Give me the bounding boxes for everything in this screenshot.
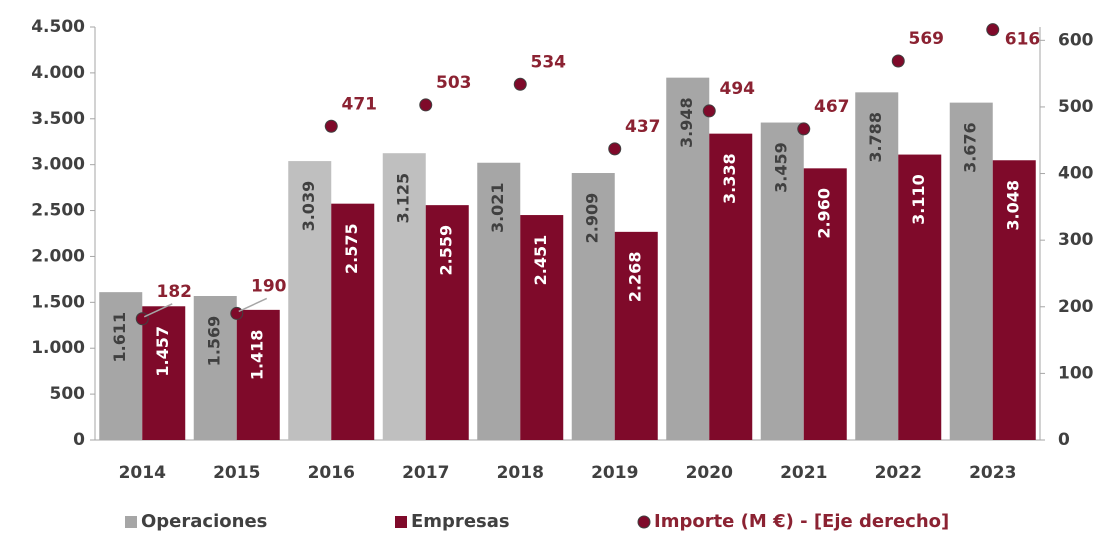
bar <box>382 153 426 440</box>
point-value-label: 467 <box>814 97 850 117</box>
point-value-label: 569 <box>909 29 945 49</box>
bar-value-label: 3.676 <box>961 122 980 173</box>
point-value-label: 494 <box>720 79 756 99</box>
point <box>230 306 244 320</box>
legend-label: Importe (M €) - [Eje derecho] <box>654 511 949 532</box>
y-tick-label: 0 <box>73 430 85 450</box>
point <box>891 54 905 68</box>
y-tick-label: 1.500 <box>31 292 85 312</box>
bar <box>236 309 280 440</box>
bar <box>898 154 942 440</box>
point <box>135 312 149 326</box>
bar <box>425 205 469 440</box>
bar-value-label: 2.268 <box>626 252 645 303</box>
bar <box>760 122 804 441</box>
bar-value-label: 3.788 <box>866 112 885 163</box>
x-tick-label: 2021 <box>780 463 827 483</box>
bar <box>520 215 564 440</box>
bar-value-label: 2.909 <box>583 193 602 244</box>
point <box>797 122 811 136</box>
bar-value-label: 1.457 <box>153 326 172 377</box>
point <box>324 119 338 133</box>
bar-value-label: 3.125 <box>394 173 413 224</box>
y2-tick-label: 100 <box>1058 363 1094 383</box>
point <box>608 142 622 156</box>
bar <box>193 296 237 440</box>
bar-value-label: 2.559 <box>437 225 456 276</box>
bar <box>803 168 847 441</box>
y2-tick-label: 500 <box>1058 97 1094 117</box>
x-tick-label: 2020 <box>686 463 733 483</box>
bar-value-label: 3.048 <box>1004 180 1023 231</box>
bar-value-label: 1.418 <box>248 330 267 381</box>
x-tick-label: 2019 <box>591 463 638 483</box>
x-tick-label: 2016 <box>308 463 355 483</box>
y-tick-label: 2.500 <box>31 201 85 221</box>
legend-marker <box>637 515 651 529</box>
point-value-label: 471 <box>342 94 378 114</box>
x-tick-label: 2014 <box>119 463 166 483</box>
x-tick-label: 2015 <box>213 463 260 483</box>
legend-marker <box>395 516 407 528</box>
y-tick-label: 500 <box>50 384 86 404</box>
bar <box>331 203 375 440</box>
bar-value-label: 3.459 <box>772 142 791 193</box>
y2-tick-label: 400 <box>1058 164 1094 184</box>
bar <box>571 173 615 441</box>
y-tick-label: 3.000 <box>31 155 85 175</box>
bar <box>477 162 521 441</box>
y-tick-label: 3.500 <box>31 109 85 129</box>
y2-tick-label: 0 <box>1058 430 1070 450</box>
leader-line <box>238 297 268 313</box>
point <box>986 23 1000 37</box>
bar <box>709 133 753 440</box>
legend-label: Operaciones <box>141 511 267 532</box>
point-value-label: 182 <box>157 282 193 302</box>
y2-tick-label: 300 <box>1058 230 1094 250</box>
bar-value-label: 3.948 <box>677 97 696 148</box>
point <box>419 98 433 112</box>
leader-line <box>143 303 173 318</box>
legend-marker <box>125 516 137 528</box>
bar <box>614 231 658 440</box>
bar <box>99 292 143 440</box>
bar-value-label: 3.039 <box>299 181 318 232</box>
bar <box>855 92 899 441</box>
point-value-label: 534 <box>531 52 567 72</box>
bar-value-label: 3.021 <box>488 182 507 233</box>
y-tick-label: 2.000 <box>31 246 85 266</box>
bar <box>949 102 993 441</box>
bar-value-label: 3.338 <box>720 153 739 204</box>
y-tick-label: 4.000 <box>31 63 85 83</box>
point-value-label: 190 <box>251 276 287 296</box>
point-value-label: 616 <box>1005 30 1041 50</box>
bar-value-label: 2.960 <box>815 188 834 239</box>
y-tick-label: 1.000 <box>31 338 85 358</box>
x-tick-label: 2017 <box>402 463 449 483</box>
bar <box>666 77 710 441</box>
x-tick-label: 2018 <box>497 463 544 483</box>
bar-value-label: 2.451 <box>531 235 550 286</box>
legend-label: Empresas <box>411 511 510 532</box>
point-value-label: 503 <box>436 73 472 93</box>
bar <box>142 306 186 440</box>
point-value-label: 437 <box>625 117 661 137</box>
x-tick-label: 2023 <box>969 463 1016 483</box>
x-tick-label: 2022 <box>875 463 922 483</box>
point <box>513 77 527 91</box>
bar-value-label: 2.575 <box>342 223 361 274</box>
y2-tick-label: 600 <box>1058 30 1094 50</box>
bar <box>288 161 332 440</box>
bar <box>992 160 1036 440</box>
bar-value-label: 1.569 <box>205 316 224 367</box>
y-tick-label: 4.500 <box>31 17 85 37</box>
bar-value-label: 1.611 <box>110 312 129 363</box>
y2-tick-label: 200 <box>1058 297 1094 317</box>
bar-value-label: 3.110 <box>909 174 928 225</box>
point <box>702 104 716 118</box>
